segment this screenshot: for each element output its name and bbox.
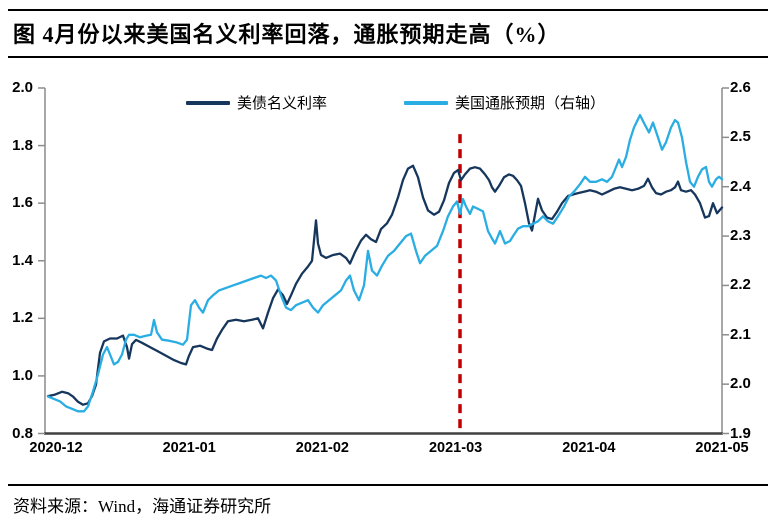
right-axis-tick-label: 2.5 (730, 128, 751, 146)
right-axis-tick-label: 2.1 (730, 325, 751, 343)
x-axis-tick-label: 2020-12 (29, 440, 83, 456)
left-axis-tick-label: 1.6 (12, 194, 33, 212)
left-axis-tick-label: 1.4 (12, 251, 33, 269)
legend-label-inflation-expectation: 美国通胀预期（右轴） (455, 96, 606, 112)
title-bottom-rule (8, 56, 768, 58)
legend-item-nominal-rate: 美债名义利率 (186, 92, 327, 113)
x-axis-tick-label: 2021-02 (295, 440, 349, 456)
right-axis-tick-label: 2.2 (730, 276, 751, 294)
title-top-rule (8, 9, 768, 11)
left-axis-tick-label: 1.8 (12, 136, 33, 154)
right-axis-tick-label: 2.0 (730, 375, 751, 393)
right-axis-tick-label: 1.9 (730, 424, 751, 442)
x-axis-tick-label: 2021-03 (428, 440, 483, 456)
left-axis-tick-label: 1.0 (12, 366, 33, 384)
right-axis-tick-label: 2.6 (730, 79, 751, 96)
left-axis-tick-label: 1.2 (12, 309, 33, 327)
series-line-inflation-expectation (46, 113, 724, 413)
page-title: 图 4月份以来美国名义利率回落，通胀预期走高（%） (13, 22, 561, 47)
legend-item-inflation-expectation: 美国通胀预期（右轴） (404, 92, 605, 113)
x-axis-tick-label: 2021-04 (562, 440, 616, 456)
series-line-nominal-rate (46, 164, 724, 406)
footer-rule (8, 484, 768, 486)
left-axis-tick-label: 2.0 (12, 79, 33, 96)
legend-label-nominal-rate: 美债名义利率 (237, 96, 328, 112)
x-axis-tick-label: 2021-01 (162, 440, 216, 456)
right-axis-tick-label: 2.4 (730, 177, 751, 195)
source-attribution: 资料来源：Wind，海通证券研究所 (13, 497, 272, 516)
right-axis-tick-label: 2.3 (730, 227, 751, 245)
legend-line-inflation-expectation (404, 100, 448, 105)
x-axis-tick-label: 2021-05 (695, 440, 749, 456)
legend-line-nominal-rate (186, 100, 230, 105)
left-axis-tick-label: 0.8 (12, 424, 33, 442)
